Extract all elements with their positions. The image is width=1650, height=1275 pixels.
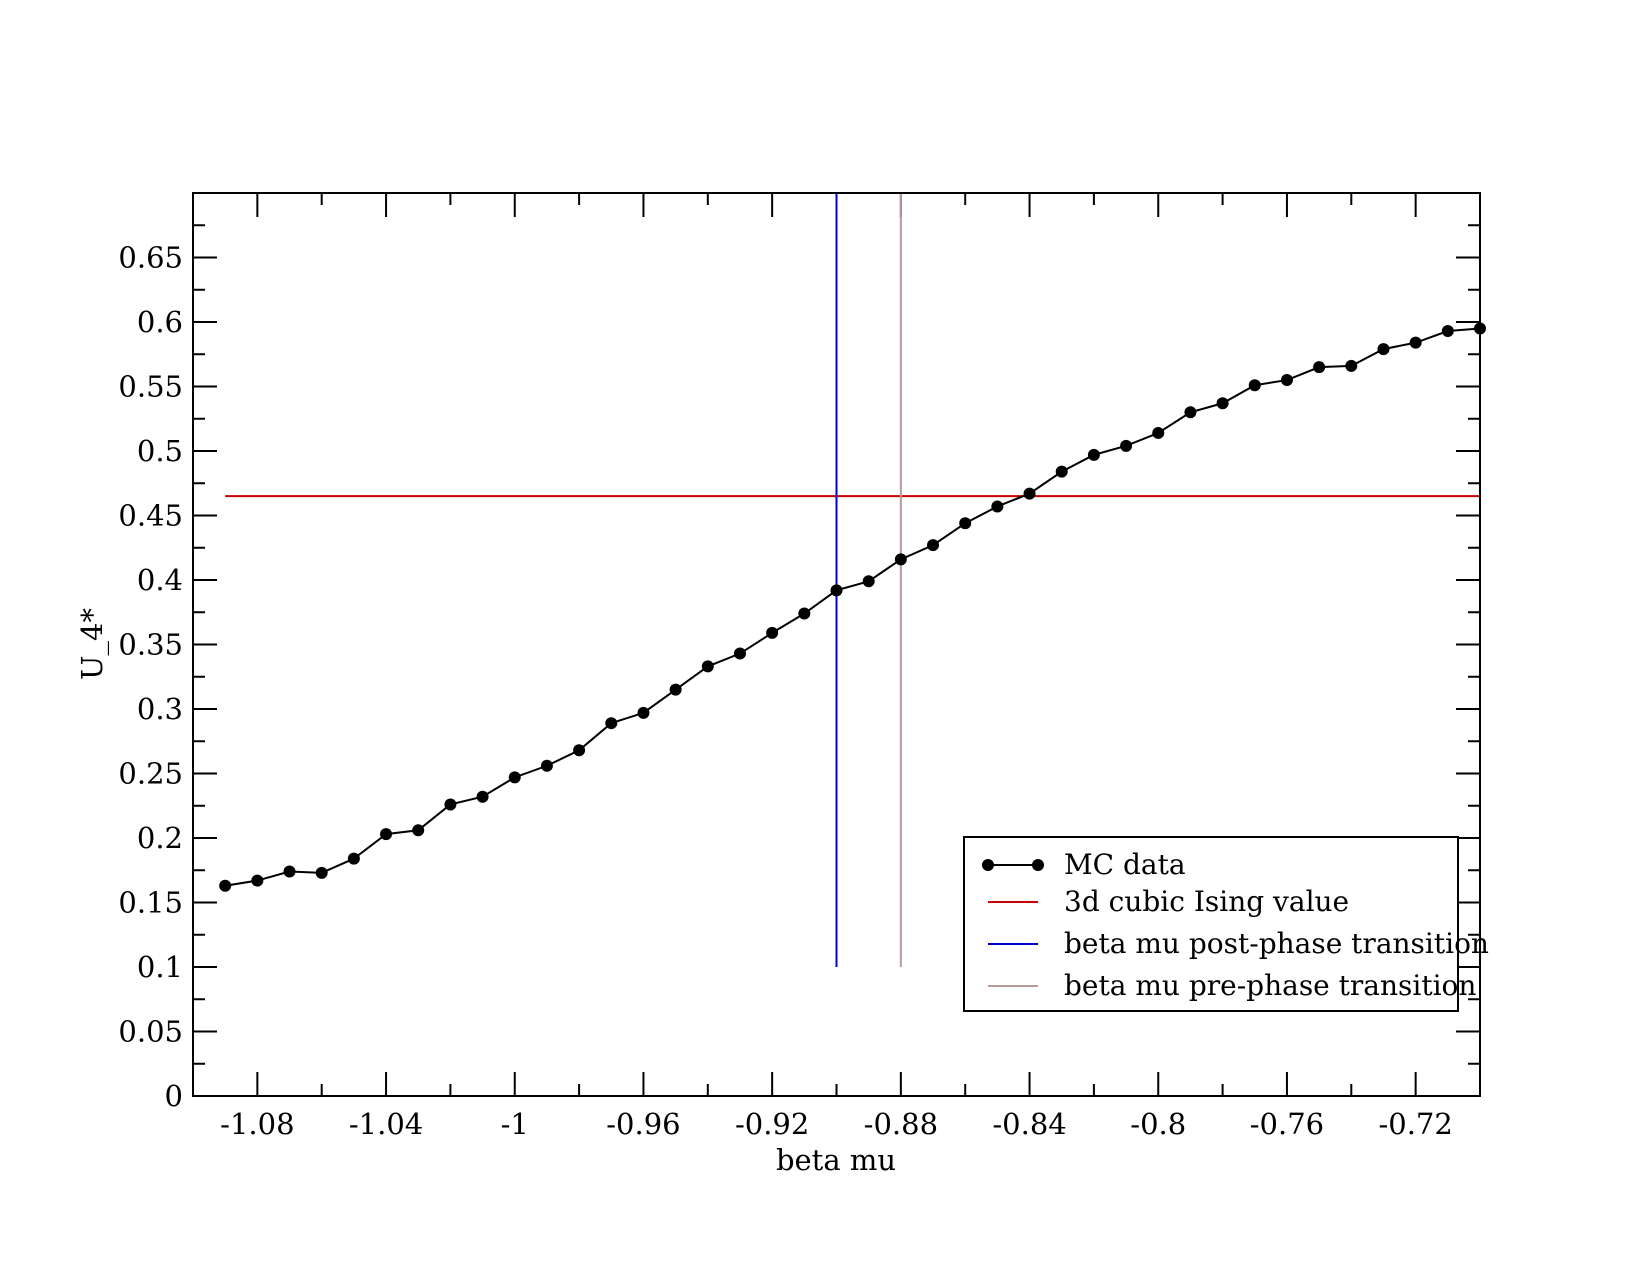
mc-data-point (1280, 374, 1293, 387)
y-tick-label: 0.3 (137, 692, 183, 726)
y-tick-label: 0.2 (137, 821, 183, 855)
mc-data-point (766, 626, 779, 639)
x-tick-label: -0.88 (864, 1107, 938, 1141)
y-tick-label: 0.1 (137, 950, 183, 984)
legend-label: 3d cubic Ising value (1064, 885, 1349, 918)
mc-data-point (315, 866, 328, 879)
mc-data-point (894, 553, 907, 566)
mc-data-point (1023, 487, 1036, 500)
legend: MC data 3d cubic Ising value beta mu post-… (963, 836, 1489, 1012)
mc-data-point (959, 517, 972, 530)
plot-frame (192, 192, 1481, 1097)
ticks-layer (192, 192, 1481, 1097)
legend-label: beta mu pre-phase transition (1064, 969, 1476, 1002)
mc-data-point (1184, 406, 1197, 419)
mc-data-point (412, 824, 425, 837)
mc-data-point (701, 660, 714, 673)
tick-labels-layer: -1.08 -1.04 -1 -0.96 -0.92 -0.88 -0.84 -0.8 -0.7… (118, 241, 1452, 1142)
y-tick-label: 0.4 (137, 563, 183, 597)
mc-data-point (380, 828, 393, 841)
mc-data-point (637, 706, 650, 719)
x-tick-label: -0.8 (1130, 1107, 1186, 1141)
mc-data-point (508, 771, 521, 784)
mc-data-point (1087, 448, 1100, 461)
x-tick-label: -0.76 (1250, 1107, 1324, 1141)
x-tick-label: -0.72 (1378, 1107, 1452, 1141)
mc-data-point (1120, 439, 1133, 452)
mc-data-point (573, 744, 586, 757)
y-tick-label: 0.55 (118, 370, 183, 404)
y-tick-label: 0.45 (118, 499, 183, 533)
mc-data-point (1313, 361, 1326, 374)
mc-data-point (669, 683, 682, 696)
legend-mc-marker (1032, 859, 1044, 871)
legend-label: MC data (1064, 848, 1186, 881)
legend-mc-marker (982, 859, 994, 871)
mc-data-point (605, 717, 618, 730)
y-tick-label: 0.65 (118, 241, 183, 275)
mc-data-point (862, 575, 875, 588)
y-axis-title: U_4* (75, 608, 110, 680)
mc-data-point (444, 798, 457, 811)
y-tick-label: 0.05 (118, 1015, 183, 1049)
mc-data-point (219, 879, 232, 892)
x-tick-label: -0.84 (992, 1107, 1066, 1141)
x-tick-label: -0.96 (606, 1107, 680, 1141)
mc-data-point (1248, 379, 1261, 392)
mc-data-point (733, 647, 746, 660)
mc-data-point (1055, 465, 1068, 478)
mc-data-point (1345, 359, 1358, 372)
legend-box (963, 836, 1459, 1012)
mc-data-point (991, 500, 1004, 513)
mc-data-point (1441, 325, 1454, 338)
mc-data-point (1152, 426, 1165, 439)
y-tick-label: 0.25 (118, 757, 183, 791)
mc-data-point (1216, 397, 1229, 410)
legend-entries: MC data 3d cubic Ising value beta mu post-… (982, 848, 1489, 1002)
x-axis-title: beta mu (776, 1143, 896, 1177)
x-tick-label: -1.08 (220, 1107, 294, 1141)
mc-data-point (1377, 343, 1390, 356)
mc-data-point (283, 865, 296, 878)
mc-data-point (540, 759, 553, 772)
y-tick-label: 0 (165, 1079, 183, 1113)
y-tick-label: 0.5 (137, 434, 183, 468)
mc-data-point (476, 790, 489, 803)
x-tick-label: -0.92 (735, 1107, 809, 1141)
mc-data-point (347, 852, 360, 865)
x-tick-label: -1.04 (349, 1107, 423, 1141)
series-layer (219, 193, 1486, 967)
mc-data-line (225, 327, 1481, 887)
mc-data-point (798, 607, 811, 620)
mc-data-point (927, 539, 940, 552)
y-tick-label: 0.35 (118, 628, 183, 662)
mc-data-point (830, 584, 843, 597)
x-tick-label: -1 (501, 1107, 529, 1141)
legend-label: beta mu post-phase transition (1064, 927, 1489, 960)
mc-data-point (1409, 336, 1422, 349)
y-tick-label: 0.6 (137, 305, 183, 339)
y-tick-label: 0.15 (118, 886, 183, 920)
mc-data-point (251, 874, 264, 887)
